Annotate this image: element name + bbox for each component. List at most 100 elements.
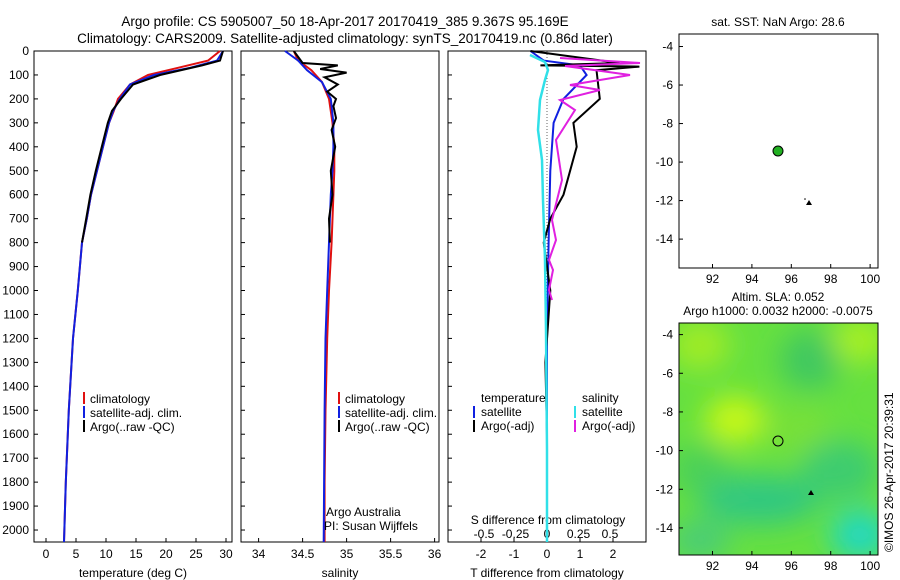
map-y-tick-label: -12 bbox=[656, 482, 674, 496]
map-y-tick-label: -8 bbox=[662, 405, 673, 419]
map-y-tick-label: -6 bbox=[662, 366, 673, 380]
legend-label-satellite-temp: satellite bbox=[481, 405, 522, 419]
x-tick-label: 15 bbox=[129, 547, 143, 561]
depth-tick-label: 1000 bbox=[2, 284, 29, 298]
depth-tick-label: 2000 bbox=[2, 523, 29, 537]
x-tick-label: 1 bbox=[577, 547, 584, 561]
legend-label-argo: Argo(..raw -QC) bbox=[90, 420, 175, 434]
temperature-legend: climatology satellite-adj. clim. Argo(..… bbox=[83, 392, 182, 434]
map-x-tick-label: 96 bbox=[785, 272, 799, 286]
x-tick-label: -1 bbox=[509, 547, 520, 561]
temperature-difference-x-label: T difference from climatology bbox=[470, 566, 624, 580]
depth-tick-label: 1700 bbox=[2, 451, 29, 465]
series-line-argo-raw-qc- bbox=[292, 50, 347, 243]
x-tick-label: 25 bbox=[189, 547, 203, 561]
map-y-tick-label: -10 bbox=[656, 155, 674, 169]
temperature-series bbox=[63, 50, 224, 543]
depth-tick-label: 1200 bbox=[2, 331, 29, 345]
difference-series bbox=[529, 50, 641, 542]
depth-tick-label: 900 bbox=[9, 260, 29, 274]
depth-tick-label: 1800 bbox=[2, 475, 29, 489]
series-line-satellite bbox=[529, 50, 588, 542]
s-diff-tick-label: -0.25 bbox=[502, 527, 530, 541]
depth-tick-label: 1300 bbox=[2, 355, 29, 369]
map-y-tick-label: -14 bbox=[656, 232, 674, 246]
data-source-note: Argo Australia bbox=[326, 505, 401, 519]
depth-tick-label: 1100 bbox=[3, 307, 29, 321]
depth-tick-label: 200 bbox=[9, 92, 29, 106]
map-y-tick-label: -14 bbox=[656, 521, 674, 535]
imos-credit: ©IMOS 26-Apr-2017 20:39:31 bbox=[882, 392, 896, 552]
map-x-tick-label: 100 bbox=[860, 559, 880, 573]
depth-tick-label: 1600 bbox=[2, 427, 29, 441]
depth-tick-label: 1500 bbox=[2, 403, 29, 417]
legend-label-argo-sal: Argo(-adj) bbox=[582, 419, 635, 433]
x-tick-label: 20 bbox=[159, 547, 173, 561]
sst-title: sat. SST: NaN Argo: 28.6 bbox=[711, 15, 845, 29]
x-tick-label: 5 bbox=[73, 547, 80, 561]
difference-legend: temperature salinity satellite Argo(-adj… bbox=[473, 391, 635, 433]
x-tick-label: 2 bbox=[610, 547, 617, 561]
sla-heatmap bbox=[679, 323, 878, 555]
series-line-argo-raw-qc- bbox=[81, 50, 224, 243]
float-track-marker-sla bbox=[808, 490, 814, 495]
depth-axis: 0 100 200 300 400 500 600 700 800 900 1000 1100 1200… bbox=[2, 44, 452, 537]
x-tick-label: 10 bbox=[99, 547, 113, 561]
map-y-tick-label: -8 bbox=[662, 117, 673, 131]
sla-map-frame bbox=[678, 322, 879, 556]
map-y-tick-label: -4 bbox=[662, 328, 673, 342]
x-tick-label: 0 bbox=[544, 547, 551, 561]
salinity-difference-axis: -0.5 -0.25 0 0.25 0.5 bbox=[474, 527, 619, 541]
sla-title-line2: Argo h1000: 0.0032 h2000: -0.0075 bbox=[683, 304, 873, 318]
map-y-tick-label: -10 bbox=[656, 444, 674, 458]
map-x-tick-label: 94 bbox=[745, 272, 759, 286]
figure-title-line2: Climatology: CARS2009. Satellite-adjuste… bbox=[77, 31, 613, 46]
salinity-legend: climatology satellite-adj. clim. Argo(..… bbox=[338, 392, 437, 434]
temperature-panel-frame bbox=[33, 50, 233, 543]
map-x-tick-label: 100 bbox=[860, 272, 880, 286]
s-diff-tick-label: 0.5 bbox=[602, 527, 619, 541]
figure-title-line1: Argo profile: CS 5905007_50 18-Apr-2017 … bbox=[121, 14, 568, 29]
depth-tick-label: 600 bbox=[9, 188, 29, 202]
s-diff-tick-label: 0.25 bbox=[567, 527, 591, 541]
x-tick-label: 35 bbox=[340, 547, 354, 561]
legend-label-satellite: satellite-adj. clim. bbox=[90, 406, 182, 420]
depth-tick-label: 800 bbox=[9, 236, 29, 250]
legend-label-climatology: climatology bbox=[90, 392, 150, 406]
temperature-x-axis: 0 5 10 15 20 25 30 bbox=[43, 538, 233, 561]
float-track-dot bbox=[804, 198, 806, 200]
depth-tick-label: 700 bbox=[9, 212, 29, 226]
legend-title-salinity: salinity bbox=[582, 391, 619, 405]
depth-tick-label: 400 bbox=[9, 140, 29, 154]
salinity-series bbox=[284, 50, 347, 543]
salinity-x-axis: 34 34.5 35 35.5 36 bbox=[252, 538, 442, 561]
depth-tick-label: 500 bbox=[9, 164, 29, 178]
depth-tick-label: 1400 bbox=[2, 379, 29, 393]
map-x-tick-label: 96 bbox=[785, 559, 799, 573]
depth-tick-label: 0 bbox=[22, 44, 29, 58]
float-track-marker bbox=[806, 200, 812, 205]
s-diff-tick-label: -0.5 bbox=[474, 527, 495, 541]
depth-tick-label: 1900 bbox=[2, 499, 29, 513]
x-tick-label: 34.5 bbox=[291, 547, 315, 561]
salinity-x-label: salinity bbox=[322, 566, 359, 580]
depth-tick-label: 300 bbox=[9, 116, 29, 130]
difference-x-axis: -2 -1 0 1 2 bbox=[476, 538, 617, 561]
map-x-tick-label: 92 bbox=[706, 272, 720, 286]
map-x-tick-label: 98 bbox=[824, 272, 838, 286]
series-line-argo-salinity bbox=[547, 57, 641, 301]
series-line-climatology bbox=[292, 50, 336, 542]
sla-axes: 92 94 96 98 100 -4 -6 -8 -10 -12 -14 bbox=[656, 328, 881, 573]
map-x-tick-label: 98 bbox=[824, 559, 838, 573]
x-tick-label: 36 bbox=[428, 547, 442, 561]
x-tick-label: -2 bbox=[476, 547, 487, 561]
argo-float-position-marker bbox=[772, 145, 784, 157]
legend-label-argo: Argo(..raw -QC) bbox=[345, 420, 430, 434]
depth-tick-label: 100 bbox=[9, 68, 29, 82]
legend-label-argo-temp: Argo(-adj) bbox=[481, 419, 534, 433]
salinity-panel-frame bbox=[240, 50, 440, 543]
sla-title-line1: Altim. SLA: 0.052 bbox=[732, 290, 825, 304]
legend-label-climatology: climatology bbox=[345, 392, 405, 406]
series-line-satellite-salinity bbox=[529, 53, 550, 542]
